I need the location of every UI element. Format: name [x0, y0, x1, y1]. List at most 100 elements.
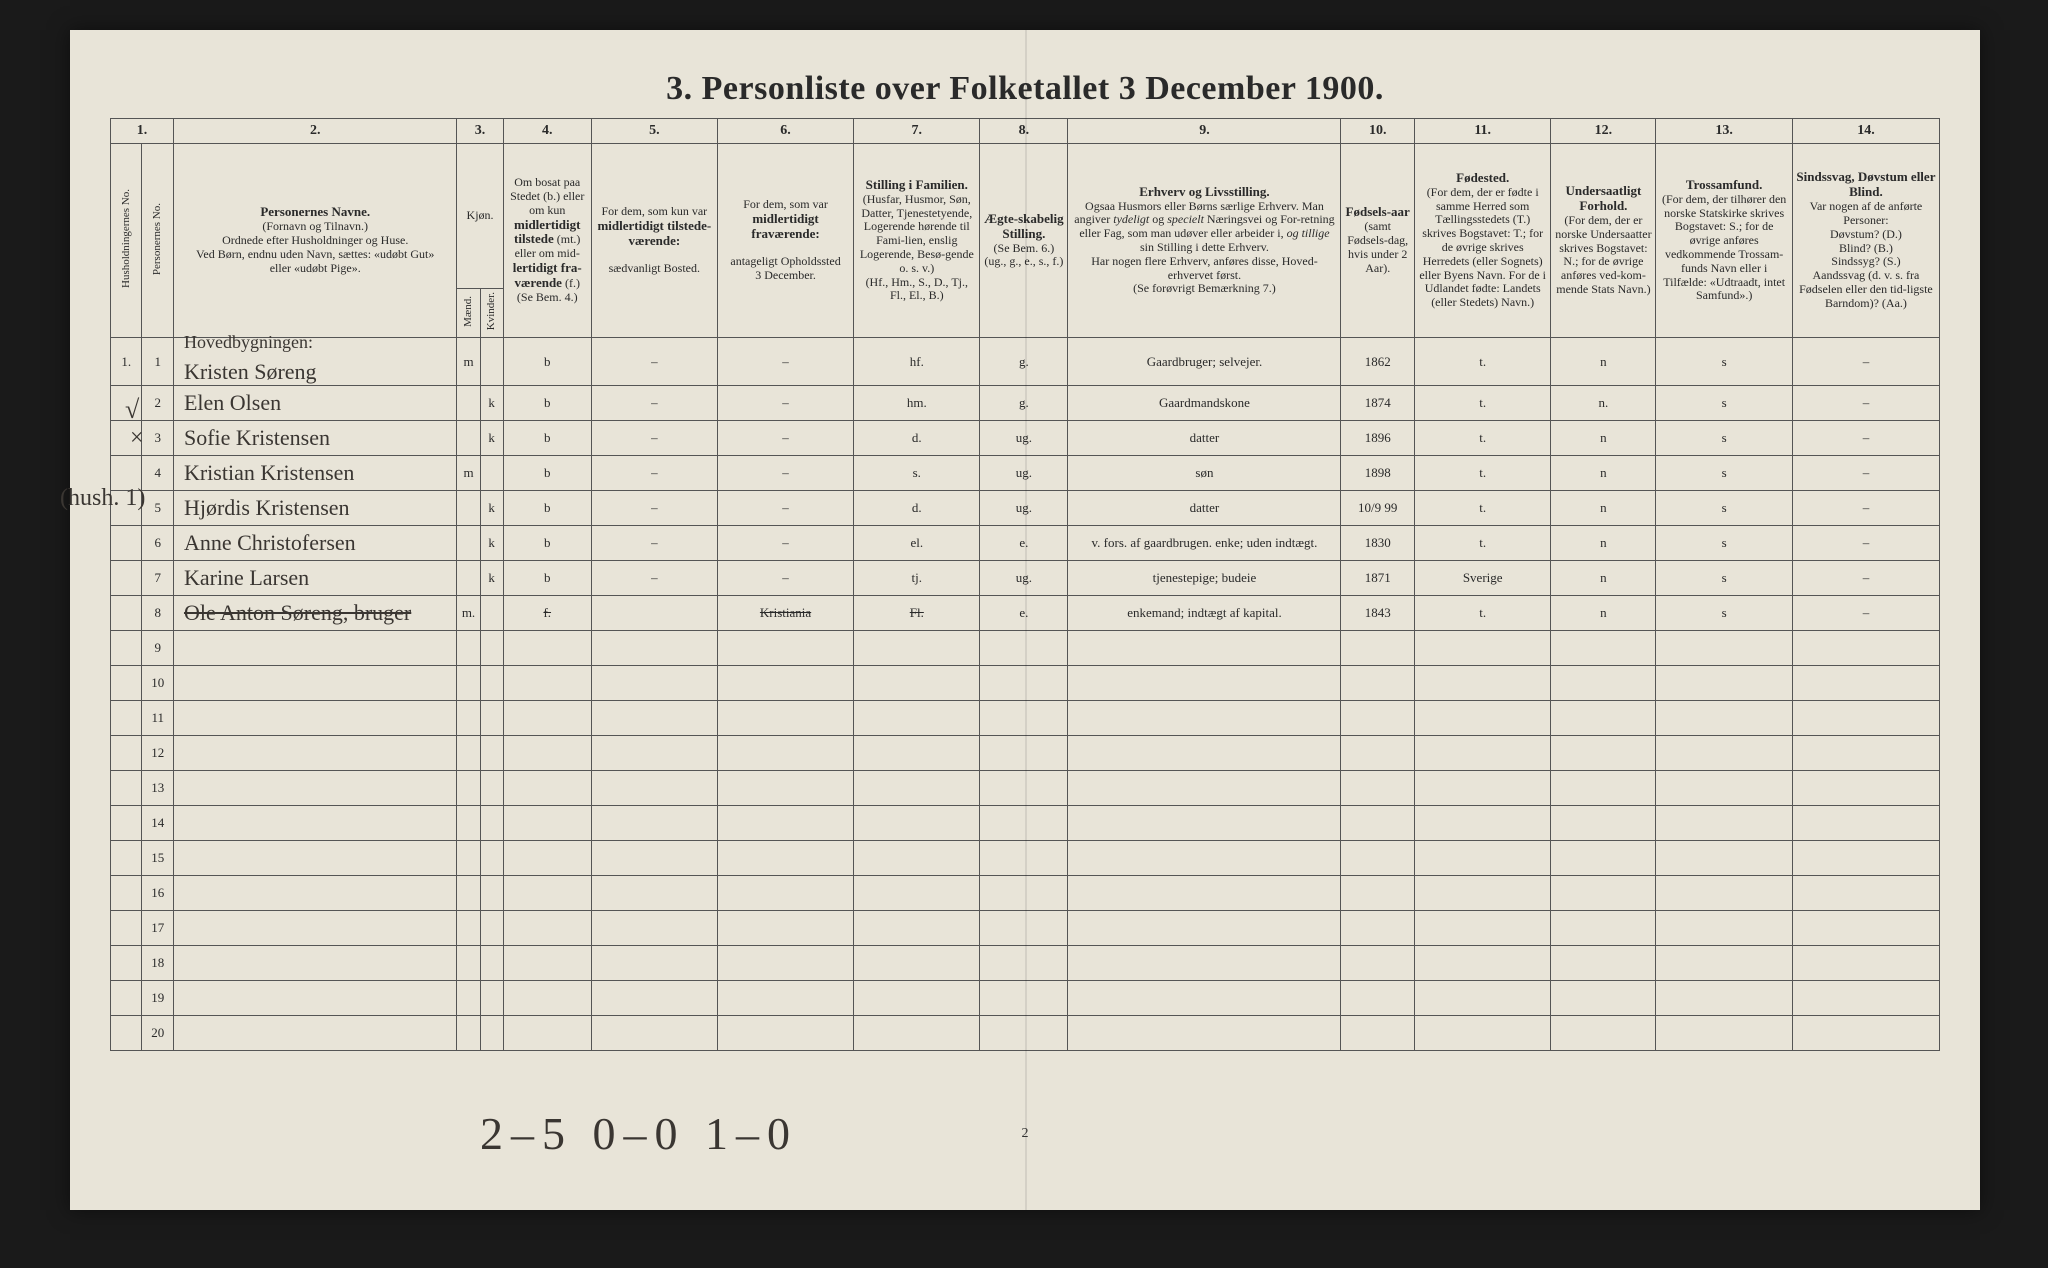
page-number: 2 [1022, 1126, 1029, 1142]
cell-year [1341, 946, 1414, 981]
cell-sex-k [480, 631, 503, 666]
cell-occupation: enkemand; indtægt af kapital. [1068, 596, 1341, 631]
cell-religion [1656, 946, 1792, 981]
cell-name [173, 946, 456, 981]
cell-marital [980, 701, 1068, 736]
cell-nationality: n [1551, 338, 1656, 386]
cell-sex-m [457, 701, 480, 736]
cell-nationality [1551, 981, 1656, 1016]
cell-temp-present: – [591, 561, 717, 596]
cell-marital [980, 1016, 1068, 1051]
cell-sex-k [480, 596, 503, 631]
cell-marital: ug. [980, 456, 1068, 491]
cell-sex-k: k [480, 526, 503, 561]
cell-person-no: 4 [142, 456, 173, 491]
cell-name [173, 666, 456, 701]
cell-birthplace: t. [1414, 338, 1550, 386]
cell-residence: b [503, 386, 591, 421]
hdr-names: Personernes Navne.(Fornavn og Tilnavn.)O… [173, 144, 456, 338]
cell-temp-absent: – [717, 386, 853, 421]
cell-temp-present [591, 911, 717, 946]
cell-religion [1656, 631, 1792, 666]
cell-religion: s [1656, 338, 1792, 386]
cell-religion [1656, 981, 1792, 1016]
cell-disability [1792, 876, 1939, 911]
cell-birthplace [1414, 841, 1550, 876]
cell-religion [1656, 771, 1792, 806]
cell-year [1341, 736, 1414, 771]
cell-occupation [1068, 876, 1341, 911]
hdr-hh: Husholdningernes No. [111, 144, 142, 338]
cell-sex-k: k [480, 421, 503, 456]
cell-person-no: 17 [142, 911, 173, 946]
cell-family [854, 736, 980, 771]
page-fold [1025, 30, 1027, 1210]
cell-temp-absent [717, 946, 853, 981]
cell-name [173, 736, 456, 771]
cell-marital: ug. [980, 491, 1068, 526]
cell-occupation [1068, 981, 1341, 1016]
cell-hh [111, 841, 142, 876]
cell-occupation: datter [1068, 421, 1341, 456]
cell-temp-present [591, 946, 717, 981]
cell-sex-k [480, 1016, 503, 1051]
cell-marital [980, 806, 1068, 841]
cell-person-no: 1 [142, 338, 173, 386]
cell-name: Anne Christofersen [173, 526, 456, 561]
cell-year [1341, 806, 1414, 841]
cell-disability: – [1792, 596, 1939, 631]
cell-temp-present [591, 771, 717, 806]
cell-hh [111, 876, 142, 911]
cell-residence [503, 631, 591, 666]
cell-disability [1792, 771, 1939, 806]
cell-person-no: 8 [142, 596, 173, 631]
hdr-temp-absent: For dem, som var midlertidigt fraværende… [717, 144, 853, 338]
cell-temp-absent [717, 701, 853, 736]
cell-person-no: 5 [142, 491, 173, 526]
col-num-10: 10. [1341, 119, 1414, 144]
cell-person-no: 7 [142, 561, 173, 596]
census-page: 3. Personliste over Folketallet 3 Decemb… [70, 30, 1980, 1210]
cell-occupation [1068, 1016, 1341, 1051]
cell-nationality [1551, 946, 1656, 981]
col-num-2: 2. [173, 119, 456, 144]
hdr-occupation: Erhverv og Livsstilling.Ogsaa Husmors el… [1068, 144, 1341, 338]
col-num-1: 1. [111, 119, 174, 144]
col-num-5: 5. [591, 119, 717, 144]
cell-person-no: 11 [142, 701, 173, 736]
cell-family [854, 981, 980, 1016]
cell-person-no: 2 [142, 386, 173, 421]
cell-sex-m [457, 876, 480, 911]
cell-year: 10/9 99 [1341, 491, 1414, 526]
cell-sex-k [480, 911, 503, 946]
cell-birthplace: t. [1414, 526, 1550, 561]
cell-nationality [1551, 771, 1656, 806]
cell-sex-k [480, 946, 503, 981]
cell-marital: ug. [980, 421, 1068, 456]
cell-nationality: n [1551, 421, 1656, 456]
cell-nationality: n [1551, 456, 1656, 491]
cell-temp-absent: – [717, 526, 853, 561]
cell-name: Hjørdis Kristensen [173, 491, 456, 526]
cell-name [173, 771, 456, 806]
cell-occupation [1068, 806, 1341, 841]
col-num-3: 3. [457, 119, 503, 144]
cell-sex-m: m. [457, 596, 480, 631]
cell-disability [1792, 666, 1939, 701]
cell-nationality [1551, 876, 1656, 911]
cell-temp-present [591, 736, 717, 771]
cell-religion: s [1656, 561, 1792, 596]
cell-birthplace [1414, 736, 1550, 771]
cell-name [173, 631, 456, 666]
cell-residence [503, 806, 591, 841]
cell-sex-m [457, 841, 480, 876]
cell-temp-absent [717, 771, 853, 806]
cell-birthplace: t. [1414, 386, 1550, 421]
cell-disability [1792, 841, 1939, 876]
cell-temp-present [591, 1016, 717, 1051]
cell-year [1341, 911, 1414, 946]
cell-nationality: n [1551, 491, 1656, 526]
cell-sex-m [457, 1016, 480, 1051]
cell-birthplace: t. [1414, 491, 1550, 526]
cell-residence [503, 911, 591, 946]
